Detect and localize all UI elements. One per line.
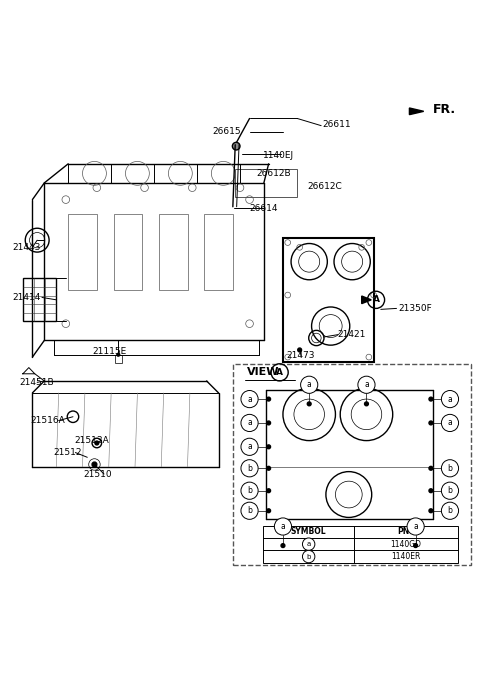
Text: 26615: 26615 bbox=[212, 127, 241, 137]
Text: a: a bbox=[247, 418, 252, 427]
Circle shape bbox=[241, 502, 258, 519]
Text: SYMBOL: SYMBOL bbox=[291, 527, 326, 536]
Circle shape bbox=[117, 354, 120, 356]
Text: 26612B: 26612B bbox=[257, 169, 291, 178]
Circle shape bbox=[442, 414, 458, 431]
Circle shape bbox=[429, 397, 433, 401]
Circle shape bbox=[281, 544, 285, 548]
Circle shape bbox=[232, 143, 240, 150]
Text: 21510: 21510 bbox=[84, 470, 112, 479]
Text: 21513A: 21513A bbox=[74, 435, 108, 445]
Circle shape bbox=[300, 376, 318, 393]
Bar bbox=[235, 168, 297, 197]
Text: 21512: 21512 bbox=[53, 448, 82, 457]
Circle shape bbox=[92, 462, 97, 467]
Text: 21350F: 21350F bbox=[398, 304, 432, 313]
Circle shape bbox=[267, 466, 271, 470]
Circle shape bbox=[358, 376, 375, 393]
Circle shape bbox=[302, 550, 315, 563]
Bar bbox=[283, 238, 373, 362]
Text: 1140EJ: 1140EJ bbox=[263, 151, 294, 160]
Circle shape bbox=[267, 489, 271, 493]
Text: PNC: PNC bbox=[397, 527, 415, 536]
Circle shape bbox=[241, 414, 258, 431]
Circle shape bbox=[364, 402, 368, 406]
Text: 1140ER: 1140ER bbox=[391, 552, 420, 561]
Circle shape bbox=[241, 482, 258, 500]
Text: a: a bbox=[307, 541, 311, 547]
Text: a: a bbox=[247, 395, 252, 404]
Circle shape bbox=[95, 441, 99, 445]
Circle shape bbox=[414, 544, 418, 548]
Text: 21421: 21421 bbox=[338, 330, 366, 339]
Circle shape bbox=[442, 460, 458, 477]
Bar bbox=[159, 214, 188, 290]
Circle shape bbox=[442, 482, 458, 500]
Text: 21414: 21414 bbox=[12, 293, 40, 302]
Text: 21516A: 21516A bbox=[30, 416, 65, 425]
Text: a: a bbox=[448, 418, 452, 427]
Circle shape bbox=[267, 421, 271, 425]
Text: a: a bbox=[413, 522, 418, 531]
Circle shape bbox=[267, 445, 271, 449]
Circle shape bbox=[241, 438, 258, 456]
Text: a: a bbox=[281, 522, 285, 531]
Circle shape bbox=[267, 397, 271, 401]
Bar bbox=[204, 214, 233, 290]
Circle shape bbox=[267, 509, 271, 512]
Circle shape bbox=[442, 502, 458, 519]
Circle shape bbox=[429, 421, 433, 425]
Bar bbox=[23, 279, 56, 321]
Text: 21115E: 21115E bbox=[92, 347, 126, 356]
Bar bbox=[68, 214, 97, 290]
Text: 26614: 26614 bbox=[250, 203, 278, 213]
Text: VIEW: VIEW bbox=[247, 367, 280, 377]
Circle shape bbox=[429, 509, 433, 512]
Bar bbox=[114, 214, 142, 290]
Text: 1140GD: 1140GD bbox=[391, 539, 421, 549]
Text: A: A bbox=[276, 368, 283, 377]
Circle shape bbox=[241, 460, 258, 477]
Text: FR.: FR. bbox=[433, 103, 456, 116]
Text: 21473: 21473 bbox=[286, 351, 315, 360]
Text: a: a bbox=[247, 442, 252, 452]
Circle shape bbox=[307, 402, 311, 406]
Circle shape bbox=[429, 489, 433, 493]
Bar bbox=[115, 355, 121, 363]
Circle shape bbox=[429, 466, 433, 470]
Text: b: b bbox=[447, 506, 453, 515]
Polygon shape bbox=[409, 108, 424, 115]
Bar bbox=[263, 525, 457, 563]
Text: b: b bbox=[247, 464, 252, 473]
Bar bbox=[233, 364, 471, 564]
Text: 21451B: 21451B bbox=[20, 378, 54, 387]
Text: a: a bbox=[448, 395, 452, 404]
Text: 21443: 21443 bbox=[12, 243, 40, 252]
Circle shape bbox=[442, 391, 458, 408]
Circle shape bbox=[302, 538, 315, 550]
Text: a: a bbox=[307, 381, 312, 389]
Text: 26611: 26611 bbox=[322, 120, 351, 128]
Text: 26612C: 26612C bbox=[308, 183, 343, 191]
Text: a: a bbox=[364, 381, 369, 389]
Text: b: b bbox=[306, 554, 311, 560]
Circle shape bbox=[241, 391, 258, 408]
Text: b: b bbox=[447, 486, 453, 496]
Circle shape bbox=[298, 348, 301, 352]
Polygon shape bbox=[362, 296, 371, 304]
Text: A: A bbox=[372, 295, 380, 304]
Text: b: b bbox=[247, 486, 252, 496]
Text: b: b bbox=[247, 506, 252, 515]
Circle shape bbox=[407, 518, 424, 535]
Text: b: b bbox=[447, 464, 453, 473]
Circle shape bbox=[275, 518, 291, 535]
